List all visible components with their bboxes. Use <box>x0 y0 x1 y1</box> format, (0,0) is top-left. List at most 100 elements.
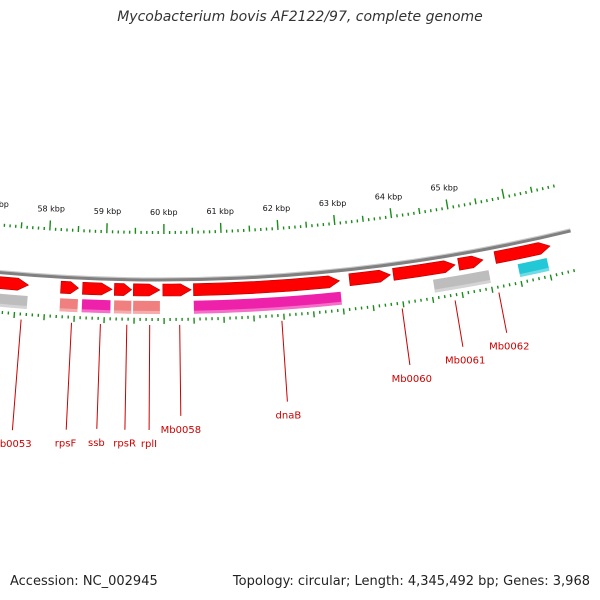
scale-tick <box>529 186 533 193</box>
gene-box <box>0 293 28 309</box>
gene-label-lines <box>11 292 508 431</box>
cds-arrow <box>493 242 551 264</box>
kbp-label: 63 kbp <box>319 199 347 208</box>
scale-tick <box>418 207 421 215</box>
gene-label-rpsr[interactable]: rpsR <box>113 439 136 450</box>
gene-box <box>113 300 132 314</box>
backbone-line <box>0 229 571 282</box>
outer-tick <box>455 292 458 297</box>
gene-label-ssb[interactable]: ssb <box>88 438 105 449</box>
kbp-label: 62 kbp <box>263 204 291 213</box>
kbp-label: 60 kbp <box>150 208 178 217</box>
outer-tick <box>491 286 494 293</box>
outer-tick <box>467 290 470 295</box>
outer-tick <box>485 287 487 291</box>
genome-backbone <box>0 228 571 282</box>
gene-label-rpli[interactable]: rplI <box>141 439 157 450</box>
outer-tick <box>508 283 511 287</box>
gene-box-highlight <box>59 308 78 313</box>
gene-box-highlight <box>133 310 160 315</box>
kbp-label: 58 kbp <box>37 205 65 214</box>
scale-tick <box>536 188 539 192</box>
outer-tick <box>461 291 464 299</box>
outer-tick <box>538 277 540 281</box>
scale-tick <box>20 222 23 229</box>
scale-tick <box>474 198 477 205</box>
gene-label-mb0062[interactable]: Mb0062 <box>489 342 529 353</box>
outer-tick <box>561 271 564 276</box>
outer-tick <box>431 296 435 304</box>
outer-tick <box>567 270 570 274</box>
scale-tick <box>452 205 455 209</box>
accession-text: Accession: NC_002945 <box>10 574 158 589</box>
gene-box <box>59 298 78 313</box>
cds-track <box>0 242 551 297</box>
scale-tick <box>361 215 364 222</box>
scale-tick <box>519 192 522 196</box>
kbp-label: 65 kbp <box>430 184 458 193</box>
scale-tick <box>445 199 449 210</box>
gene-box-highlight <box>193 301 342 314</box>
scale-tick <box>407 212 410 216</box>
outer-tick <box>473 289 476 294</box>
cds-arrow <box>348 269 392 287</box>
gene-label-leader <box>148 324 151 431</box>
outer-tick <box>426 297 428 301</box>
scale-tick <box>305 221 308 228</box>
outer-tick-track <box>1 269 576 324</box>
outer-tick <box>555 273 558 277</box>
cds-arrow <box>392 260 456 281</box>
outer-tick <box>449 293 452 298</box>
outer-tick <box>543 275 546 280</box>
kbp-label: 57 kbp <box>0 200 9 209</box>
kbp-label: 59 kbp <box>94 207 122 216</box>
scale-tick <box>552 184 555 188</box>
scale-tick <box>480 200 483 204</box>
gene-label-leader <box>124 324 128 430</box>
gene-label-leader <box>281 320 288 402</box>
outer-tick <box>549 274 553 281</box>
gene-label-mb0061[interactable]: Mb0061 <box>445 356 485 367</box>
cds-arrow <box>60 280 79 295</box>
gene-box-highlight <box>0 303 27 309</box>
scale-tick <box>547 185 550 189</box>
scale-tick <box>441 207 443 211</box>
gene-label-leader <box>65 322 72 430</box>
scale-tick <box>333 214 336 226</box>
gene-label-leader <box>401 308 411 366</box>
gene-label-leader <box>96 323 101 429</box>
outer-tick <box>520 280 523 287</box>
scale-tick <box>485 199 488 203</box>
outer-tick <box>402 301 405 308</box>
cds-arrow <box>0 276 30 291</box>
scale-tick <box>491 197 494 202</box>
gene-box-highlight <box>519 267 550 277</box>
gene-box <box>193 291 342 314</box>
scale-tick <box>497 196 500 201</box>
gene-label-leader <box>498 292 508 333</box>
outer-tick <box>526 279 529 283</box>
gene-box <box>433 270 491 293</box>
outer-tick <box>443 294 446 299</box>
genome-summary-text: Topology: circular; Length: 4,345,492 bp… <box>232 574 590 589</box>
outer-tick <box>372 305 375 312</box>
gene-label-mb0058[interactable]: Mb0058 <box>161 425 201 436</box>
scale-tick <box>501 188 505 199</box>
gene-label-rpsf[interactable]: rpsF <box>55 439 77 450</box>
scale-tick <box>389 208 393 219</box>
cds-arrow <box>457 255 484 271</box>
cds-arrow <box>82 281 113 296</box>
backbone-highlight <box>0 228 571 280</box>
scale-tick <box>508 194 511 198</box>
gene-label-dnab[interactable]: dnaB <box>276 411 302 422</box>
scale-tick <box>49 220 52 231</box>
gene-label-mb0053[interactable]: Mb0053 <box>0 439 32 450</box>
outer-tick <box>514 282 517 286</box>
cds-arrow <box>162 283 192 297</box>
gene-label-mb0060[interactable]: Mb0060 <box>392 374 432 385</box>
map-title: Mycobacterium bovis AF2122/97, complete … <box>117 9 483 25</box>
scale-tick <box>435 208 438 212</box>
scale-tick <box>457 204 460 208</box>
cds-arrow <box>132 283 161 297</box>
outer-tick <box>13 311 16 319</box>
